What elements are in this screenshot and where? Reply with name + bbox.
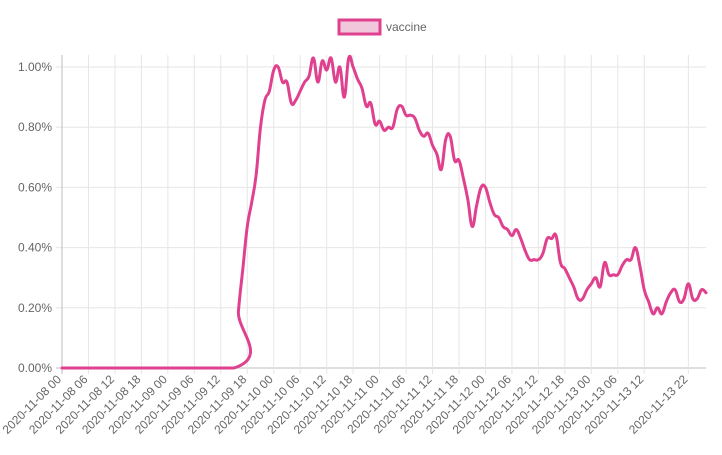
grid [56,55,706,374]
y-tick-label: 0.00% [18,361,52,375]
series-line-vaccine [60,54,708,370]
legend-swatch-vaccine[interactable] [337,18,382,36]
y-tick-label: 0.60% [18,180,52,194]
legend[interactable]: vaccine [337,18,427,36]
legend-label-vaccine[interactable]: vaccine [386,20,427,34]
y-tick-label: 0.80% [18,120,52,134]
y-tick-label: 1.00% [18,60,52,74]
series-layer [60,54,708,370]
axes: 0.00%0.20%0.40%0.60%0.80%1.00%2020-11-08… [0,60,691,437]
y-tick-label: 0.20% [18,301,52,315]
y-tick-label: 0.40% [18,241,52,255]
